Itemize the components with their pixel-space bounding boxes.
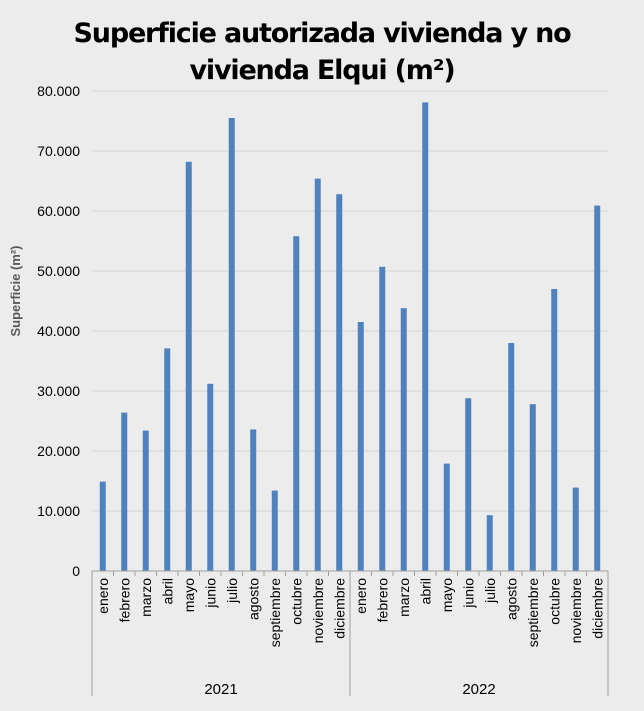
- gridlines: [92, 90, 608, 572]
- bar-2021-diciembre: [336, 194, 343, 571]
- x-category-label: agosto: [503, 578, 519, 620]
- bar-2022-abril: [422, 102, 429, 572]
- y-tick-label: 50.000: [37, 263, 80, 279]
- y-tick-label: 0: [72, 563, 80, 579]
- x-category-label: julio: [482, 578, 498, 604]
- group-label-2021: 2021: [204, 681, 237, 698]
- chart-title-line-2: vivienda Elqui (m²): [190, 55, 455, 86]
- bar-2022-junio: [465, 398, 472, 571]
- bars: [99, 102, 601, 572]
- x-category-label: enero: [95, 578, 111, 614]
- bar-2021-septiembre: [271, 490, 278, 571]
- bar-2022-diciembre: [594, 205, 601, 571]
- bar-2021-octubre: [293, 236, 300, 571]
- bar-2021-enero: [99, 481, 106, 571]
- y-tick-labels: 0 10.000 20.000 30.000 40.000 50.000 60.000 70.…: [37, 83, 80, 579]
- x-category-label: agosto: [245, 578, 261, 620]
- bar-2022-enero: [357, 322, 364, 571]
- x-category-label: julio: [224, 578, 240, 604]
- y-tick-label: 20.000: [37, 443, 80, 459]
- bar-2022-agosto: [508, 343, 515, 571]
- bar-2021-marzo: [142, 430, 149, 571]
- y-tick-label: 30.000: [37, 383, 80, 399]
- bar-2021-julio: [228, 118, 235, 571]
- x-category-label: mayo: [181, 578, 197, 612]
- x-category-label: junio: [202, 578, 218, 609]
- bar-2021-mayo: [185, 161, 192, 572]
- bar-2021-noviembre: [314, 178, 321, 571]
- y-axis-label: Superficie (m²): [8, 245, 23, 336]
- x-category-label: abril: [159, 578, 175, 604]
- x-category-label: enero: [353, 578, 369, 614]
- bar-2022-septiembre: [529, 404, 536, 571]
- x-category-label: mayo: [439, 578, 455, 612]
- bar-2022-mayo: [443, 463, 450, 571]
- x-category-label: marzo: [138, 578, 154, 617]
- chart-title-line-1: Superficie autorizada vivienda y no: [74, 18, 572, 49]
- x-category-label: diciembre: [331, 578, 347, 639]
- x-category-label: septiembre: [525, 578, 541, 647]
- bar-2022-noviembre: [572, 487, 579, 571]
- y-tick-label: 80.000: [37, 83, 80, 99]
- x-category-label: junio: [460, 578, 476, 609]
- x-category-label: diciembre: [589, 578, 605, 639]
- y-tick-label: 60.000: [37, 203, 80, 219]
- bar-2022-julio: [486, 515, 493, 571]
- x-category-label: septiembre: [267, 578, 283, 647]
- bar-2022-octubre: [551, 289, 558, 571]
- bar-2021-agosto: [250, 429, 257, 571]
- y-tick-label: 10.000: [37, 503, 80, 519]
- x-category-label: febrero: [116, 578, 132, 623]
- bar-2022-febrero: [379, 266, 386, 571]
- x-category-label: abril: [417, 578, 433, 604]
- group-label-2022: 2022: [462, 681, 495, 698]
- bar-2021-febrero: [121, 412, 128, 571]
- x-category-label: octubre: [288, 578, 304, 625]
- bar-2021-junio: [207, 383, 214, 571]
- x-category-label: noviembre: [568, 578, 584, 644]
- y-tick-label: 40.000: [37, 323, 80, 339]
- x-axis: enero febrero marzo abril mayo junio julio agos…: [91, 570, 609, 698]
- x-category-label: febrero: [374, 578, 390, 623]
- y-tick-label: 70.000: [37, 143, 80, 159]
- x-category-label: noviembre: [310, 578, 326, 644]
- bar-2022-marzo: [400, 308, 407, 571]
- x-category-label: marzo: [396, 578, 412, 617]
- x-category-label: octubre: [546, 578, 562, 625]
- bar-2021-abril: [164, 348, 171, 571]
